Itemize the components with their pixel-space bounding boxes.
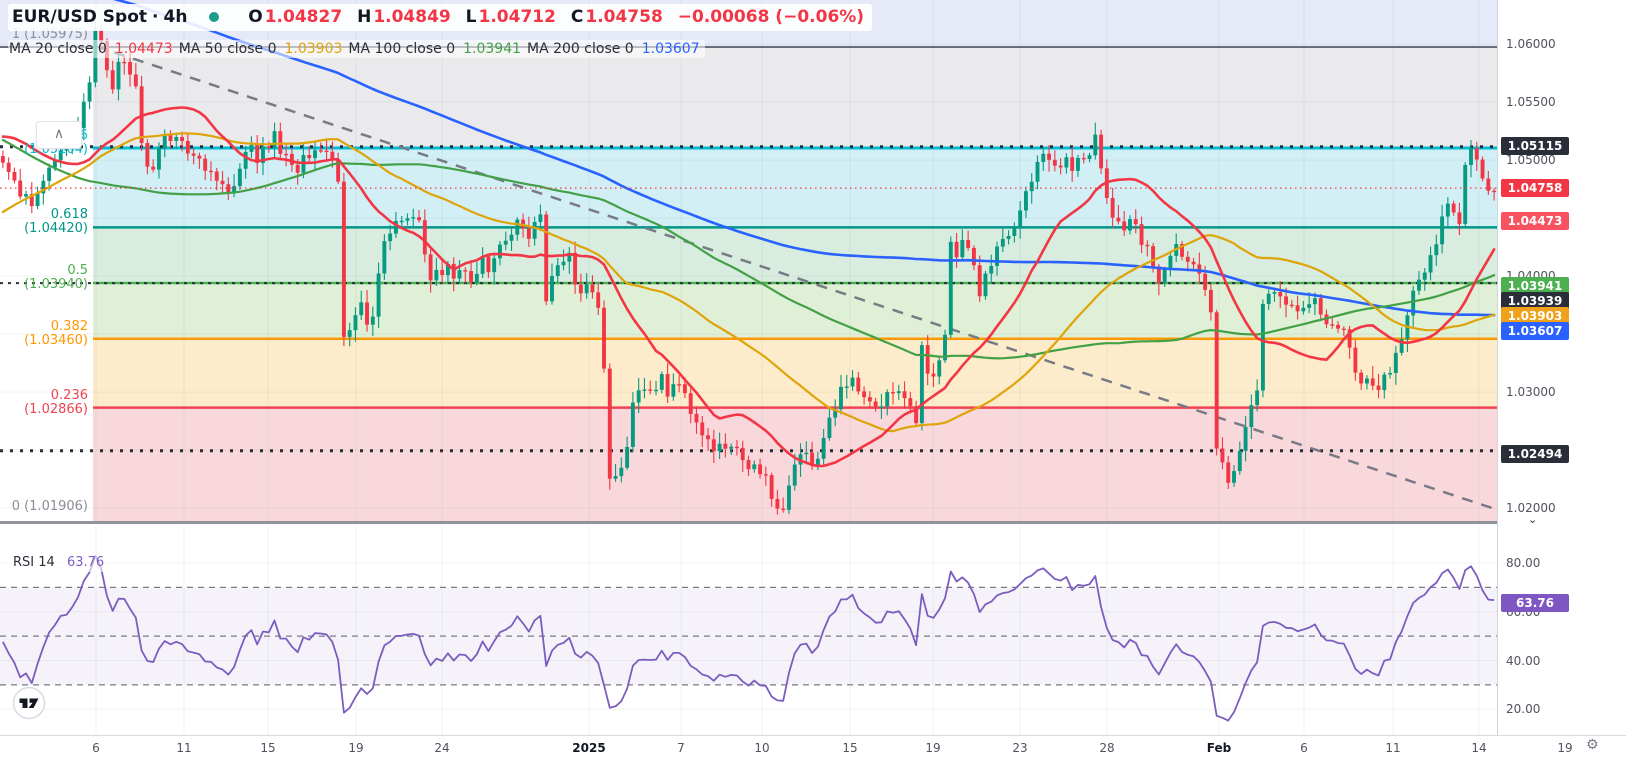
time-axis-tick-7: 7 (677, 741, 685, 755)
market-status-icon[interactable] (209, 12, 220, 22)
candles (0, 20, 1497, 515)
time-axis-tick-19: 19 (925, 741, 941, 755)
rsi-legend-row[interactable]: RSI 14 63.76 (8, 553, 110, 572)
rsi-axis-tick: 80.00 (1506, 556, 1541, 570)
time-axis-border (0, 735, 1626, 736)
legend: EUR/USD Spot · 4h O 1.04827 H 1.04849 L 1.047… (8, 4, 873, 58)
time-axis-tick-2025: 2025 (572, 741, 606, 755)
price-axis-tick: 1.03000 (1506, 385, 1556, 400)
price-badge-1.05115: 1.05115 (1501, 137, 1569, 155)
price-badge-1.03903: 1.03903 (1501, 307, 1569, 325)
time-axis-tick-15: 15 (260, 741, 276, 755)
change-value: −0.00068 (−0.06%) (677, 7, 865, 27)
time-axis-tick-28: 28 (1099, 741, 1115, 755)
ma-legend-row-20[interactable]: MA 20 close 0 1.04473 (8, 40, 178, 58)
ma-legend-rows: MA 20 close 0 1.04473 MA 50 close 0 1.03903… (8, 31, 872, 58)
rsi-label[interactable]: RSI 14 (13, 555, 55, 570)
time-axis-tick-6: 6 (92, 741, 100, 755)
pane-separator[interactable] (0, 521, 1626, 524)
price-axis-tick: 1.05000 (1506, 153, 1556, 168)
rsi-value: 63.76 (66, 555, 105, 570)
rsi-axis-tick: 40.00 (1506, 653, 1541, 668)
ohlc-values: O 1.04827 H 1.04849 L 1.04712 C 1.04758 (248, 7, 663, 27)
rsi-chart-canvas[interactable] (0, 525, 1497, 735)
fib-level-label-0.5: 0.5 (1.03940) (24, 263, 88, 293)
price-pane[interactable] (0, 0, 1497, 521)
price-axis-tick: 1.06000 (1506, 37, 1556, 52)
price-axis-tick: 1.05500 (1506, 95, 1556, 110)
interval-label[interactable]: 4h (163, 7, 188, 27)
price-badge-1.03939: 1.03939 (1501, 292, 1569, 310)
price-axis[interactable]: 1.060001.055001.050001.040001.030001.020… (1497, 0, 1626, 735)
open-value: 1.04827 (264, 7, 343, 27)
time-axis-tick-6: 6 (1300, 741, 1308, 755)
ma-legend-row-100[interactable]: MA 100 close 0 1.03941 (347, 40, 527, 58)
time-axis-tick-19: 19 (348, 741, 364, 755)
high-value: 1.04849 (373, 7, 451, 27)
collapse-legend-button[interactable]: ∧ (36, 121, 82, 149)
price-badge-63.76: 63.76 (1501, 594, 1569, 612)
close-value: 1.04758 (585, 7, 663, 27)
price-chart-canvas[interactable] (0, 0, 1497, 521)
timezone-settings-gear-icon[interactable]: ⚙ (1586, 737, 1599, 753)
rsi-axis-tick: 20.00 (1506, 702, 1541, 717)
rsi-pane[interactable] (0, 525, 1497, 735)
price-badge-1.03941: 1.03941 (1501, 277, 1569, 295)
pane-collapse-icon[interactable]: ⌄ (1528, 513, 1538, 526)
fib-level-label-0.382: 0.382 (1.03460) (24, 318, 88, 348)
time-axis-tick-23: 23 (1012, 741, 1028, 755)
time-axis-tick-10: 10 (754, 741, 770, 755)
time-axis-tick-Feb: Feb (1206, 741, 1232, 755)
time-axis-tick-14: 14 (1471, 741, 1487, 755)
price-badge-1.04758: 1.04758 (1501, 179, 1569, 197)
symbol-separator: · (152, 7, 159, 27)
symbol-title[interactable]: EUR/USD Spot (12, 7, 148, 27)
fib-level-label-0.236: 0.236 (1.02866) (24, 387, 88, 417)
time-axis-tick-11: 11 (176, 741, 192, 755)
fib-level-label-0: 0 (1.01906) (11, 498, 88, 514)
price-axis-tick: 1.02000 (1506, 501, 1556, 516)
fib-level-label-0.618: 0.618 (1.04420) (24, 207, 88, 237)
time-axis-tick-15: 15 (842, 741, 858, 755)
tradingview-logo[interactable] (12, 686, 46, 720)
ma-legend-row-50[interactable]: MA 50 close 0 1.03903 (177, 40, 348, 58)
price-badge-1.02494: 1.02494 (1501, 445, 1569, 463)
time-axis-tick-11: 11 (1385, 741, 1401, 755)
low-value: 1.04712 (478, 7, 556, 27)
price-badge-1.04473: 1.04473 (1501, 212, 1569, 230)
symbol-row[interactable]: EUR/USD Spot · 4h O 1.04827 H 1.04849 L 1.047… (8, 4, 873, 31)
time-axis-tick-24: 24 (434, 741, 450, 755)
ma-legend-row-200[interactable]: MA 200 close 0 1.03607 (526, 40, 705, 58)
time-axis[interactable]: 6 11 15 19 24 2025 7 10 15 19 23 28 Feb 6 11 14 19 (0, 736, 1626, 757)
price-badge-1.03607: 1.03607 (1501, 322, 1569, 340)
time-axis-tick-19: 19 (1557, 741, 1573, 755)
